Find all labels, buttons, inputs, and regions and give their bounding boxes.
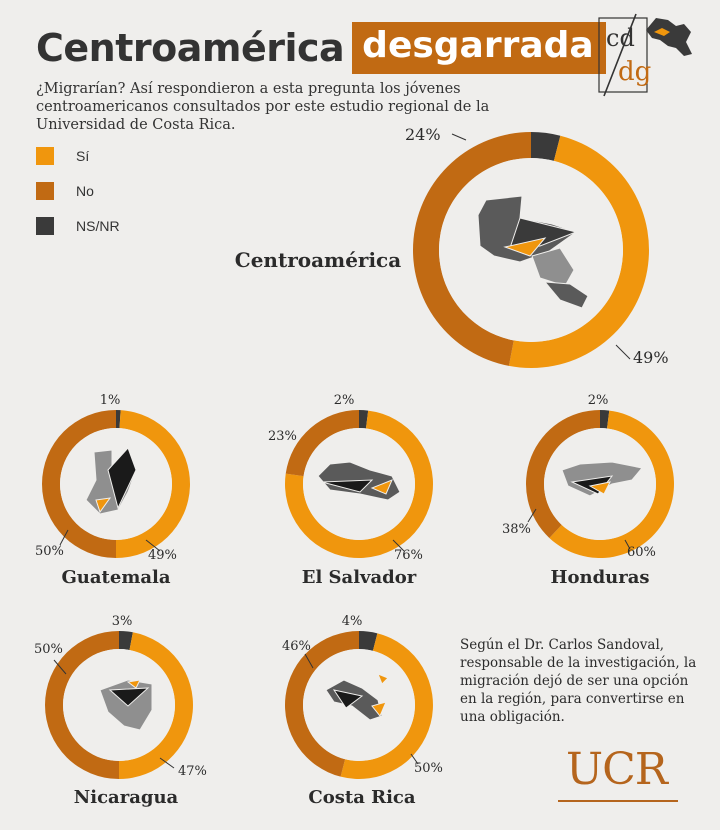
country-map-icon <box>543 281 589 309</box>
slice-s <box>119 632 194 779</box>
data-label: 2% <box>334 393 355 408</box>
chart-title: Centroamérica <box>235 248 401 272</box>
ucr-logo-text: UCR <box>566 744 668 795</box>
country-map-icon <box>321 479 374 493</box>
data-label: 3% <box>112 614 133 629</box>
slice-no <box>526 410 600 538</box>
ucr-logo-underline <box>558 800 678 802</box>
country-map-icon <box>531 247 575 287</box>
slice-nsnr <box>119 631 133 650</box>
slice-no <box>45 631 119 779</box>
data-label: 23% <box>268 429 297 444</box>
country-map-icon <box>377 673 389 685</box>
label-leader <box>527 508 537 523</box>
slice-nsnr <box>359 631 378 651</box>
logo-map-accent-icon <box>654 28 670 36</box>
slice-nsnr <box>531 132 561 161</box>
country-map-icon <box>509 217 578 249</box>
title-part2: desgarrada <box>352 22 606 74</box>
slice-no <box>285 410 359 477</box>
cddg-logo: cd dg <box>598 13 692 97</box>
label-leader <box>145 539 161 552</box>
legend-item: No <box>36 173 120 208</box>
data-label: 50% <box>35 544 64 559</box>
chart-title: Honduras <box>550 567 649 588</box>
legend-item: NS/NR <box>36 208 120 243</box>
label-leader <box>159 757 175 769</box>
legend-label: NS/NR <box>76 217 120 234</box>
country-map-icon <box>503 237 547 257</box>
data-label: 47% <box>178 764 207 779</box>
data-label: 50% <box>34 642 63 657</box>
logo-text-top: cd <box>606 24 635 52</box>
data-label: 1% <box>100 393 121 408</box>
country-map-icon <box>107 447 137 510</box>
slice-nsnr <box>600 410 610 429</box>
donut-chart: Costa Rica 50% 46% 4% <box>282 614 443 808</box>
data-label: 50% <box>414 761 443 776</box>
donut-chart: El Salvador 76% 23% 2% <box>268 393 434 588</box>
slice-no <box>42 410 116 558</box>
title-part1: Centroamérica <box>36 26 345 70</box>
legend: Sí No NS/NR <box>36 138 120 243</box>
chart-title: Costa Rica <box>308 787 415 808</box>
data-label: 2% <box>588 393 609 408</box>
slice-s <box>549 410 674 559</box>
legend-swatch <box>36 216 54 235</box>
data-label: 24% <box>405 125 441 144</box>
country-map-icon <box>588 481 611 495</box>
label-leader <box>615 344 631 360</box>
data-label: 38% <box>502 522 531 537</box>
slice-s <box>508 135 649 368</box>
legend-item: Sí <box>36 138 120 173</box>
slice-no <box>285 631 359 777</box>
label-leader <box>451 133 467 141</box>
data-label: 76% <box>394 548 423 563</box>
country-map-icon <box>126 679 141 689</box>
country-map-icon <box>108 687 150 707</box>
slice-nsnr <box>359 410 369 429</box>
logo-text-bottom: dg <box>618 57 651 87</box>
donut-chart: Guatemala 49% 50% 1% <box>35 393 191 588</box>
subtitle: ¿Migrarían? Así respondieron a esta preg… <box>36 81 490 133</box>
data-label: 46% <box>282 639 311 654</box>
donut-chart: Honduras 60% 38% 2% <box>502 393 674 588</box>
chart-title: El Salvador <box>302 567 417 588</box>
data-label: 4% <box>342 614 363 629</box>
label-leader <box>59 529 69 546</box>
label-leader <box>304 653 314 669</box>
slice-nsnr <box>116 410 121 429</box>
quote: Según el Dr. Carlos Sandoval, responsabl… <box>460 637 697 725</box>
logo-map-icon <box>646 18 692 56</box>
label-leader <box>53 659 67 675</box>
legend-swatch <box>36 146 54 165</box>
label-leader <box>410 753 419 765</box>
country-map-icon <box>371 701 387 717</box>
legend-swatch <box>36 181 54 200</box>
country-map-icon <box>332 689 364 709</box>
data-label: 60% <box>627 545 656 560</box>
data-label: 49% <box>148 548 177 563</box>
slice-no <box>413 132 531 366</box>
country-map-icon <box>95 497 112 514</box>
chart-title: Nicaragua <box>74 787 179 808</box>
slice-s <box>340 633 433 779</box>
legend-label: Sí <box>76 147 90 164</box>
country-map-icon <box>370 479 393 495</box>
title: Centroamérica desgarrada <box>36 18 606 78</box>
chart-title: Guatemala <box>61 567 170 588</box>
legend-label: No <box>76 182 94 199</box>
data-label: 49% <box>633 348 669 367</box>
label-leader <box>624 539 631 550</box>
slice-s <box>116 410 191 558</box>
donut-chart: Centroamérica 49% 24% <box>235 125 669 368</box>
label-leader <box>392 539 405 552</box>
donut-chart: Nicaragua 47% 50% 3% <box>34 614 207 808</box>
